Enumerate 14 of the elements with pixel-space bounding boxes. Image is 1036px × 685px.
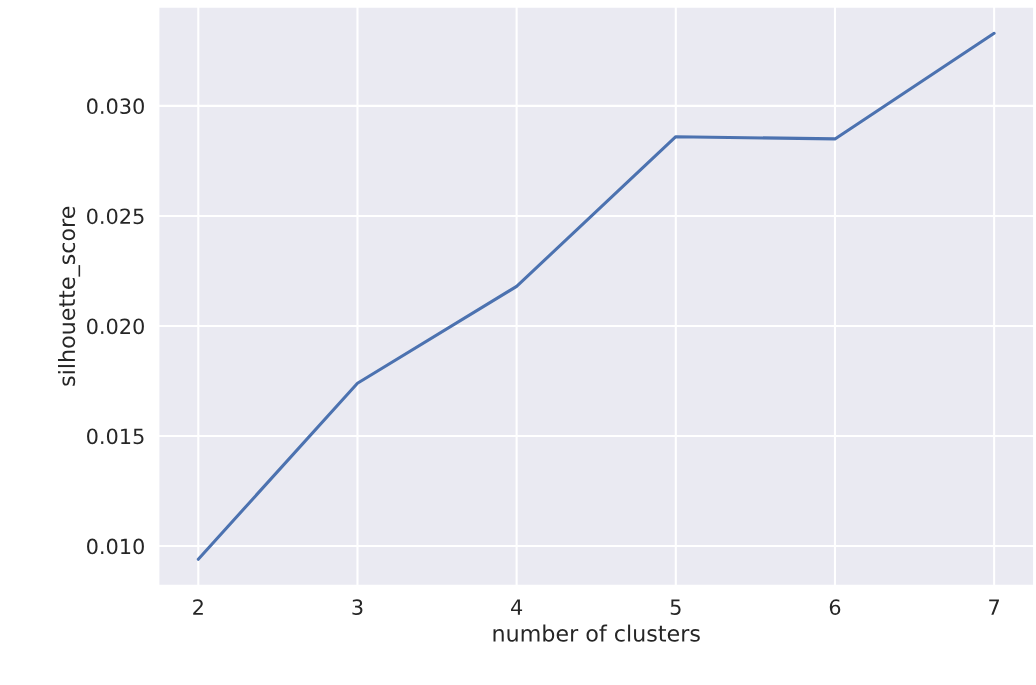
y-tick-label: 0.030 — [87, 98, 144, 115]
y-tick-label: 0.020 — [87, 318, 144, 335]
x-tick-label: 5 — [670, 599, 681, 615]
y-tick-label: 0.015 — [87, 428, 144, 445]
y-tick-label: 0.025 — [87, 208, 144, 225]
x-tick-label: 2 — [193, 599, 203, 615]
line-series — [196, 31, 996, 561]
x-tick-label: 7 — [989, 599, 999, 615]
y-axis-title: silhouette_score — [57, 206, 81, 386]
x-axis-title: number of clusters — [493, 624, 700, 642]
x-tick-label: 6 — [829, 599, 841, 615]
x-tick-label: 4 — [511, 599, 523, 615]
x-tick-label: 3 — [352, 599, 363, 615]
y-tick-label: 0.010 — [87, 538, 144, 555]
